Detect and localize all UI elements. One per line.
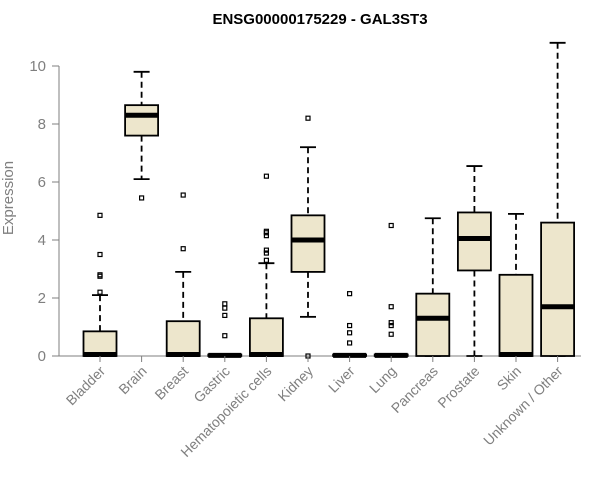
y-tick-label: 10 [29,58,46,75]
x-tick-label: Unknown / Other [480,363,566,449]
outlier-point [388,304,394,310]
x-tick-label: Breast [151,363,191,403]
outlier-point [388,222,394,229]
box-prostate [456,165,492,357]
chart-title: ENSG00000175229 - GAL3ST3 [212,11,427,28]
outlier-point [222,305,228,311]
outlier-point [222,333,228,339]
outlier-point [97,289,103,295]
outlier-point [97,212,103,218]
y-ticks: 0 2 4 6 8 10 [29,58,59,365]
box-breast [165,192,201,358]
iqr-box [82,330,118,357]
outlier-point [347,330,353,336]
x-tick-label: Skin [494,363,525,394]
outlier-point [347,291,353,297]
outlier-point [263,228,269,234]
boxes-group [82,41,575,359]
x-tick-label: Bladder [63,363,109,409]
outlier-point [263,250,269,256]
box-pancreas [415,217,451,357]
outlier-point [139,195,145,201]
outlier-point [263,247,269,253]
box-gastric [207,301,243,358]
box-kidney [290,115,326,359]
box-hematopoietic-cells [248,173,284,358]
y-tick-label: 6 [38,174,46,191]
x-tick-label: Lung [366,363,399,396]
iqr-box [290,214,326,273]
box-skin [498,212,534,358]
iqr-box [540,221,575,357]
y-tick-label: 8 [38,116,46,133]
x-tick-label: Kidney [275,363,317,405]
box-brain [124,70,159,201]
outlier-point [180,192,186,198]
outlier-point [388,322,394,329]
box-lung [373,222,409,358]
iqr-box [498,273,534,357]
outlier-point [347,322,353,329]
outlier-point [305,115,311,121]
x-tick-label: Brain [115,363,149,397]
y-tick-label: 4 [38,232,46,249]
box-unknown-other [540,41,575,357]
iqr-box [124,104,159,137]
iqr-box [165,320,201,357]
x-tick-label: Prostate [434,363,482,411]
outlier-point [263,173,269,179]
outlier-point [180,246,186,252]
y-axis-label: Expression [0,161,17,235]
outlier-point [222,301,228,307]
outlier-point [388,331,394,337]
x-tick-label: Liver [325,363,358,396]
box-bladder [82,212,118,358]
outlier-point [263,257,269,263]
outlier-point [222,312,228,318]
outlier-point [347,340,353,346]
outlier-point [388,320,394,326]
outlier-point [97,272,103,278]
y-tick-label: 2 [38,290,46,307]
iqr-box [456,211,492,272]
outlier-point [97,251,103,258]
iqr-box [415,292,451,357]
iqr-box [248,317,284,357]
box-liver [332,291,368,358]
y-tick-label: 0 [38,348,46,365]
